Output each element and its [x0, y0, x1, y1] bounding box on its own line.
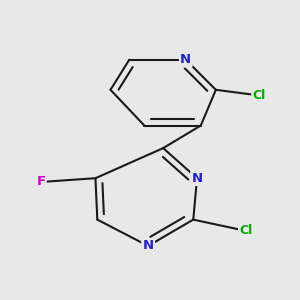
- Text: N: N: [180, 53, 191, 66]
- Text: F: F: [36, 176, 46, 188]
- Text: Cl: Cl: [253, 89, 266, 102]
- Text: Cl: Cl: [239, 224, 253, 237]
- Text: N: N: [191, 172, 203, 185]
- Text: N: N: [142, 239, 154, 252]
